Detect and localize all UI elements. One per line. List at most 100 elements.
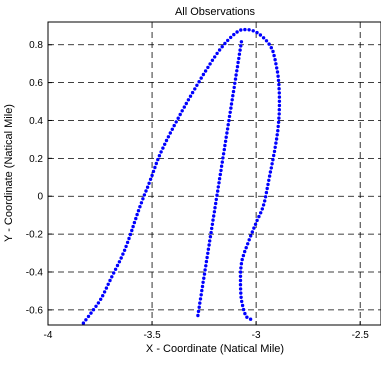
data-point xyxy=(248,317,253,321)
data-point xyxy=(276,129,280,133)
data-point xyxy=(238,287,243,291)
data-point xyxy=(226,38,230,43)
data-point xyxy=(238,48,242,52)
data-point xyxy=(170,127,174,131)
data-point xyxy=(220,160,224,164)
data-point xyxy=(209,230,213,235)
data-point xyxy=(277,103,282,108)
data-point xyxy=(214,197,218,202)
data-point xyxy=(145,185,150,189)
data-point xyxy=(200,288,204,293)
data-point xyxy=(249,234,253,238)
data-point xyxy=(207,243,211,247)
data-point xyxy=(210,222,215,226)
data-point xyxy=(193,87,197,91)
data-point xyxy=(121,252,125,256)
data-point xyxy=(258,33,263,37)
data-point xyxy=(136,209,141,213)
data-point xyxy=(268,170,273,174)
data-point xyxy=(229,106,233,110)
data-point xyxy=(222,147,226,152)
data-point xyxy=(255,30,259,35)
data-point xyxy=(144,189,148,193)
data-point xyxy=(240,303,245,308)
data-point xyxy=(238,270,243,274)
y-tick-label: 0.4 xyxy=(29,116,43,127)
data-point xyxy=(235,69,239,73)
data-point xyxy=(272,53,276,58)
data-point xyxy=(277,91,281,95)
data-point xyxy=(275,70,280,74)
data-point xyxy=(277,108,281,112)
data-point xyxy=(106,282,110,286)
data-point xyxy=(86,314,91,319)
data-point xyxy=(163,142,167,146)
data-point xyxy=(89,311,93,315)
data-point xyxy=(273,58,277,62)
data-point xyxy=(267,178,271,182)
data-point xyxy=(277,95,282,99)
data-point xyxy=(272,149,277,154)
data-point xyxy=(202,276,206,280)
data-point xyxy=(203,268,207,272)
data-point xyxy=(259,211,263,215)
data-point xyxy=(204,259,209,264)
data-point xyxy=(186,98,191,102)
data-point xyxy=(217,48,222,52)
data-point xyxy=(216,185,220,189)
data-point xyxy=(182,105,186,109)
data-point xyxy=(130,228,134,233)
data-point xyxy=(269,46,273,50)
data-point xyxy=(196,309,201,314)
data-point xyxy=(157,154,162,158)
data-point xyxy=(230,98,234,102)
data-point xyxy=(232,32,236,37)
data-point xyxy=(102,290,107,294)
data-point xyxy=(81,321,86,325)
data-point xyxy=(196,313,200,318)
data-point xyxy=(134,216,138,221)
data-point xyxy=(224,135,228,139)
data-point xyxy=(96,301,101,305)
y-axis-ticks: -0.6 -0.4 -0.2 0 0.2 0.4 0.6 0.8 xyxy=(26,40,52,316)
data-point xyxy=(271,49,275,54)
data-point xyxy=(188,94,193,98)
data-point xyxy=(168,131,172,135)
data-point xyxy=(267,42,271,46)
data-point xyxy=(267,174,272,178)
y-tick-label: -0.6 xyxy=(26,305,44,316)
data-point xyxy=(184,101,188,106)
data-point xyxy=(210,58,215,62)
data-point xyxy=(247,28,251,32)
data-point xyxy=(255,218,259,223)
data-point xyxy=(243,27,247,32)
data-point xyxy=(236,60,240,65)
data-point xyxy=(99,297,103,301)
data-point xyxy=(127,236,131,241)
data-point xyxy=(234,73,238,77)
data-point xyxy=(237,52,242,56)
data-point xyxy=(211,218,215,222)
data-point xyxy=(113,267,118,271)
data-point xyxy=(239,291,243,295)
data-point xyxy=(275,133,279,137)
data-point xyxy=(273,145,277,149)
data-point xyxy=(227,118,231,123)
data-point xyxy=(115,263,120,268)
data-point xyxy=(139,201,144,205)
grid-lines xyxy=(47,22,381,325)
data-point xyxy=(135,212,139,217)
data-point xyxy=(246,242,250,246)
data-point xyxy=(276,74,280,78)
data-point xyxy=(263,199,267,203)
x-axis-ticks: -4 -3.5 -3 -2.5 xyxy=(44,321,369,341)
data-point xyxy=(94,304,98,308)
data-point xyxy=(148,177,153,181)
data-point xyxy=(131,224,135,229)
data-point xyxy=(206,251,210,255)
data-point xyxy=(154,161,158,166)
data-point xyxy=(124,244,128,249)
data-point xyxy=(239,266,243,270)
data-point xyxy=(264,190,269,195)
data-point xyxy=(225,127,230,131)
